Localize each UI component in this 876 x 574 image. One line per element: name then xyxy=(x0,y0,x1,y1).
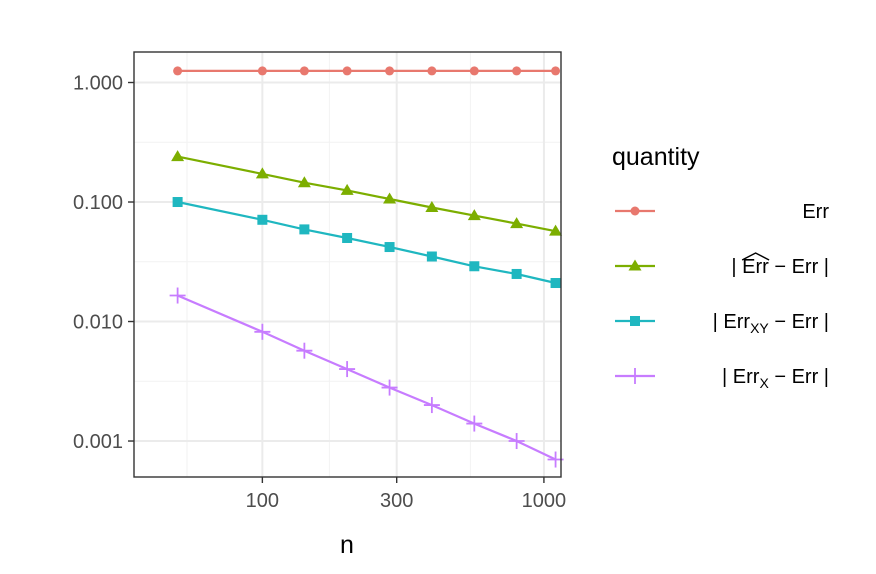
data-point xyxy=(340,183,354,195)
legend-label: Err xyxy=(802,201,829,223)
legend-title: quantity xyxy=(612,143,700,171)
data-point xyxy=(384,242,395,253)
data-point xyxy=(551,66,561,76)
legend-item-3: | ErrX − Err | xyxy=(615,366,829,391)
data-point xyxy=(173,66,183,76)
data-point xyxy=(425,200,439,212)
data-point xyxy=(549,224,563,236)
series-layer xyxy=(169,66,564,468)
y-tick-label: 0.001 xyxy=(73,431,123,453)
data-point xyxy=(255,167,269,179)
legend: quantity Err | Err − Err | | ErrXY − Err |… xyxy=(612,143,829,391)
x-tick-label: 100 xyxy=(246,490,279,512)
x-axis-title: n xyxy=(340,531,354,559)
legend-label: | ErrX − Err | xyxy=(722,366,829,391)
series-1 xyxy=(171,150,563,236)
data-point xyxy=(299,66,309,76)
y-tick-label: 1.000 xyxy=(73,73,123,95)
series-0 xyxy=(173,66,561,76)
legend-key-marker xyxy=(630,206,640,216)
x-tick-label: 300 xyxy=(380,490,413,512)
data-point xyxy=(339,361,356,378)
data-point xyxy=(512,66,522,76)
legend-item-0: Err xyxy=(615,201,829,223)
data-point xyxy=(342,66,352,76)
legend-item-1: | Err − Err | xyxy=(615,252,829,278)
data-point xyxy=(469,66,479,76)
data-point xyxy=(297,176,311,188)
data-point xyxy=(467,209,481,221)
major-gridlines xyxy=(134,52,561,477)
data-point xyxy=(171,150,185,162)
hat-icon xyxy=(741,252,770,261)
data-point xyxy=(511,268,522,279)
legend-key-marker xyxy=(628,259,642,271)
legend-items: Err | Err − Err | | ErrXY − Err | | ErrX − … xyxy=(615,201,829,391)
data-point xyxy=(427,66,437,76)
data-point xyxy=(296,342,313,359)
x-tick-label: 1000 xyxy=(522,490,567,512)
data-point xyxy=(254,323,271,340)
data-point xyxy=(423,397,440,414)
data-point xyxy=(385,66,395,76)
data-point xyxy=(426,251,437,262)
data-point xyxy=(383,192,397,204)
legend-item-2: | ErrXY − Err | xyxy=(615,311,829,336)
data-point xyxy=(257,66,267,76)
data-point xyxy=(469,261,480,272)
panel-background xyxy=(134,52,561,477)
series-3 xyxy=(169,287,564,468)
data-point xyxy=(172,197,183,208)
x-axis: 100 300 1000 xyxy=(246,477,566,512)
legend-label: | ErrXY − Err | xyxy=(713,311,829,336)
y-axis: 0.001 0.010 0.100 1.000 xyxy=(73,73,134,453)
y-tick-label: 0.100 xyxy=(73,192,123,214)
data-point xyxy=(342,232,353,243)
legend-key-marker xyxy=(627,368,643,384)
data-point xyxy=(510,217,524,229)
data-point xyxy=(257,214,268,225)
series-2 xyxy=(172,197,561,289)
data-point xyxy=(169,287,186,304)
data-point xyxy=(299,224,310,235)
data-point xyxy=(466,415,483,432)
data-point xyxy=(508,433,525,450)
y-tick-label: 0.010 xyxy=(73,312,123,334)
legend-key-marker xyxy=(630,316,640,326)
data-point xyxy=(550,278,561,289)
data-point xyxy=(381,379,398,396)
legend-label: | Err − Err | xyxy=(731,256,829,278)
panel-border xyxy=(133,51,562,478)
